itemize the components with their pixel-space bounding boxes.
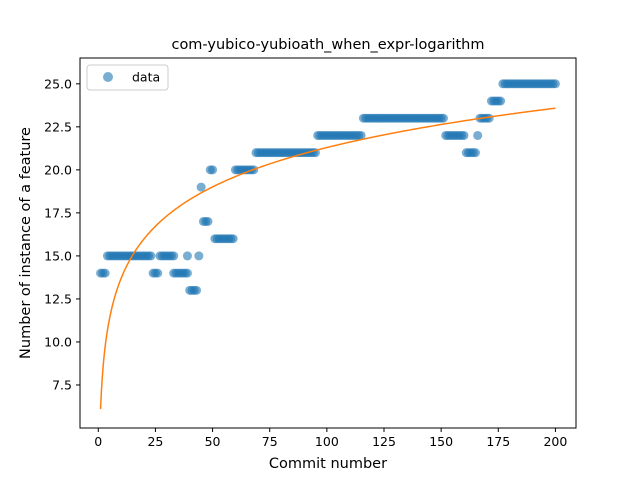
data-point (550, 79, 560, 89)
data-point (153, 268, 163, 278)
y-axis: 7.5 10.0 12.5 15.0 17.5 20.0 22.5 25.0 (44, 76, 80, 392)
data-point (182, 251, 192, 261)
y-tick-label: 17.5 (44, 205, 72, 220)
data-point (182, 268, 192, 278)
data-point (459, 130, 469, 140)
legend: data (86, 64, 169, 91)
data-point (356, 130, 366, 140)
x-tick-label: 100 (315, 434, 339, 449)
x-axis: 0 25 50 75 100 125 150 175 200 (94, 428, 567, 449)
x-tick-label: 75 (262, 434, 278, 449)
legend-entry-data: data (132, 70, 160, 85)
y-tick-label: 20.0 (44, 162, 72, 177)
x-tick-label: 25 (147, 434, 163, 449)
data-point (438, 113, 448, 123)
data-point (484, 113, 494, 123)
y-tick-label: 12.5 (44, 291, 72, 306)
y-tick-label: 10.0 (44, 334, 72, 349)
data-point (146, 251, 156, 261)
data-point (228, 234, 238, 244)
data-point (196, 182, 206, 192)
data-point (194, 251, 204, 261)
x-tick-label: 150 (429, 434, 453, 449)
data-point (203, 216, 213, 226)
x-tick-label: 50 (205, 434, 221, 449)
y-axis-label: Number of instance of a feature (18, 127, 34, 359)
x-tick-label: 125 (372, 434, 396, 449)
fit-curve (99, 107, 556, 410)
legend-box (86, 64, 169, 91)
legend-marker (103, 72, 113, 82)
plot-frame (79, 57, 577, 429)
data-point (470, 148, 480, 158)
x-tick-label: 200 (543, 434, 567, 449)
plot-area (96, 79, 560, 410)
y-tick-label: 22.5 (44, 119, 72, 134)
x-tick-label: 175 (486, 434, 510, 449)
y-tick-label: 25.0 (44, 76, 72, 91)
data-point (208, 165, 218, 175)
chart-title: com-yubico-yubioath_when_expr-logarithm (171, 37, 484, 53)
data-point (169, 251, 179, 261)
data-point (473, 130, 483, 140)
y-tick-label: 7.5 (52, 377, 72, 392)
y-tick-label: 15.0 (44, 248, 72, 263)
data-point (100, 268, 110, 278)
data-point (496, 96, 506, 106)
x-tick-label: 0 (94, 434, 102, 449)
data-point (192, 285, 202, 295)
x-axis-label: Commit number (269, 456, 387, 472)
